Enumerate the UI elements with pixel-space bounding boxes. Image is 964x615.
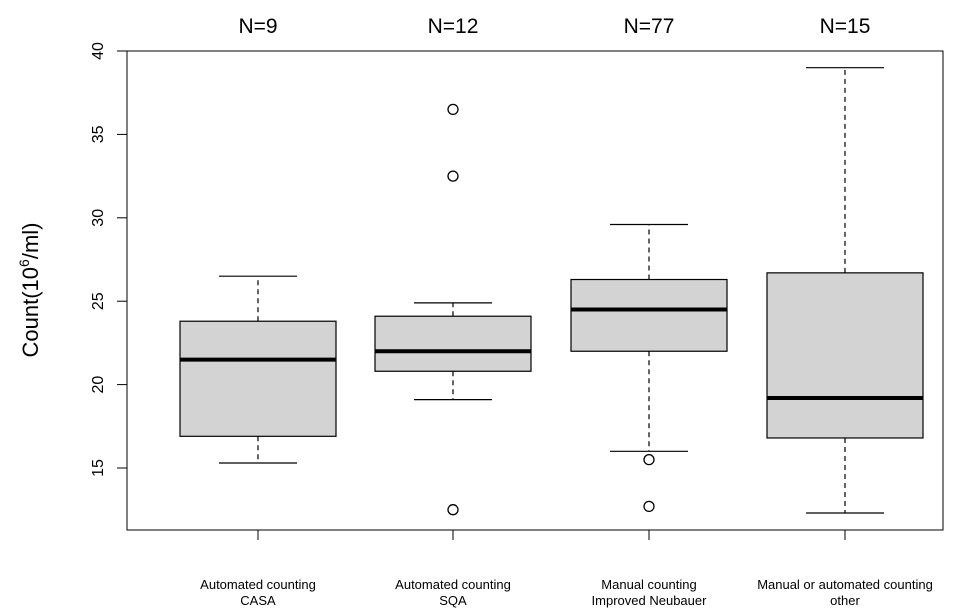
n-count-label: N=15 [820, 15, 871, 38]
outlier-point [643, 500, 655, 513]
y-axis-label: Count(106/ml) [16, 223, 43, 358]
box-group [570, 223, 728, 513]
iqr-box [766, 272, 924, 439]
box-group [179, 275, 337, 464]
iqr-box [570, 278, 728, 352]
x-tick-label-line2: Improved Neubauer [592, 593, 708, 608]
iqr-box [374, 315, 532, 372]
box-group [766, 67, 924, 514]
x-tick-label-line1: Automated counting [200, 577, 316, 592]
outlier-point [643, 454, 655, 466]
y-tick-label: 40 [90, 42, 107, 60]
n-labels-layer: N=9 N=12 N=77 N=15 [238, 15, 870, 38]
iqr-box [179, 320, 337, 437]
x-tick-label-line2: CASA [240, 593, 276, 608]
y-tick-label: 20 [90, 376, 107, 394]
n-count-label: N=9 [238, 15, 277, 38]
outlier-point [447, 504, 459, 516]
x-tick-label-line2: other [830, 593, 860, 608]
n-count-label: N=12 [428, 15, 479, 38]
y-tick-label: 30 [90, 209, 107, 227]
outlier-point [447, 103, 459, 116]
y-tick-label: 35 [90, 125, 107, 143]
n-count-label: N=77 [624, 15, 675, 38]
y-tick-label: 15 [90, 459, 107, 477]
y-axis: 15 20 25 30 35 40 [90, 42, 128, 477]
y-tick-label: 25 [90, 292, 107, 310]
x-tick-label-line1: Manual counting [601, 577, 696, 592]
box-group [374, 103, 532, 516]
x-tick-label-line1: Manual or automated counting [757, 577, 933, 592]
boxes-layer [179, 67, 924, 516]
x-tick-label-line1: Automated counting [395, 577, 511, 592]
x-tick-label-line2: SQA [439, 593, 467, 608]
outlier-point [447, 170, 459, 182]
